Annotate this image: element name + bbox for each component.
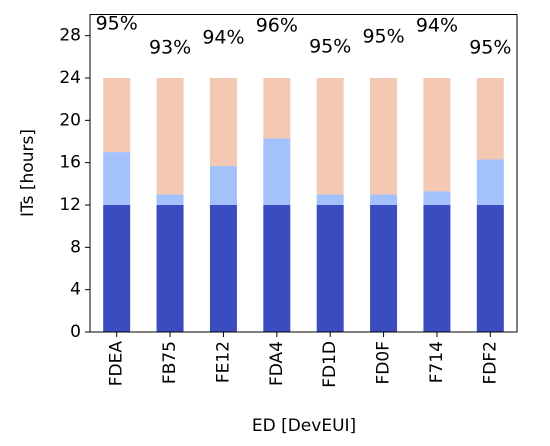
x-tick-label: FD1D <box>320 341 340 388</box>
bar-segment <box>476 159 504 205</box>
x-tick-label: FDEA <box>107 341 127 387</box>
annotation: 95% <box>362 26 404 48</box>
annotation: 93% <box>149 37 191 59</box>
bar-segment <box>209 205 237 332</box>
y-tick-label: 20 <box>59 110 81 130</box>
y-tick-label: 28 <box>59 26 81 46</box>
y-axis-label: ITs [hours] <box>18 129 38 217</box>
x-axis-label: ED [DevEUI] <box>252 416 356 436</box>
y-tick-label: 16 <box>59 153 81 173</box>
y-tick-label: 8 <box>70 237 81 257</box>
bar-segment <box>476 78 504 160</box>
y-tick-label: 24 <box>59 68 81 88</box>
y-tick-label: 4 <box>70 280 81 300</box>
annotation: 94% <box>416 15 458 37</box>
bar-segment <box>156 194 184 205</box>
bar-segment <box>423 205 451 332</box>
annotation: 95% <box>96 13 138 35</box>
x-tick-label: FE12 <box>213 341 233 383</box>
x-tick-label: FDA4 <box>267 341 287 386</box>
bar-segment <box>103 78 131 153</box>
bar-segment <box>370 205 398 332</box>
bar-segment <box>209 78 237 166</box>
bar-segment <box>423 191 451 205</box>
bar-segment <box>156 78 184 195</box>
bar-segment <box>370 78 398 195</box>
bar-segment <box>476 205 504 332</box>
annotation: 95% <box>469 37 511 59</box>
bar-segment <box>316 194 344 205</box>
bar-segment <box>423 78 451 192</box>
bar-segment <box>209 165 237 205</box>
bar-segment <box>156 205 184 332</box>
plot-frame <box>89 14 518 333</box>
bar-segment <box>263 78 291 139</box>
x-tick-label: FDF2 <box>480 341 500 384</box>
bar-segment <box>316 78 344 195</box>
bar-segment <box>370 194 398 205</box>
bar-segment <box>103 205 131 332</box>
x-tick-label: FD0F <box>374 341 394 384</box>
annotation: 96% <box>256 15 298 37</box>
bar-segment <box>263 138 291 205</box>
annotation: 94% <box>202 27 244 49</box>
y-tick-label: 0 <box>70 322 81 342</box>
x-tick-label: FB75 <box>160 341 180 384</box>
bar-segment <box>103 152 131 205</box>
x-tick-label: F714 <box>427 341 447 383</box>
bar-segment <box>316 205 344 332</box>
y-tick-label: 12 <box>59 195 81 215</box>
annotation: 95% <box>309 36 351 58</box>
bar-segment <box>263 205 291 332</box>
